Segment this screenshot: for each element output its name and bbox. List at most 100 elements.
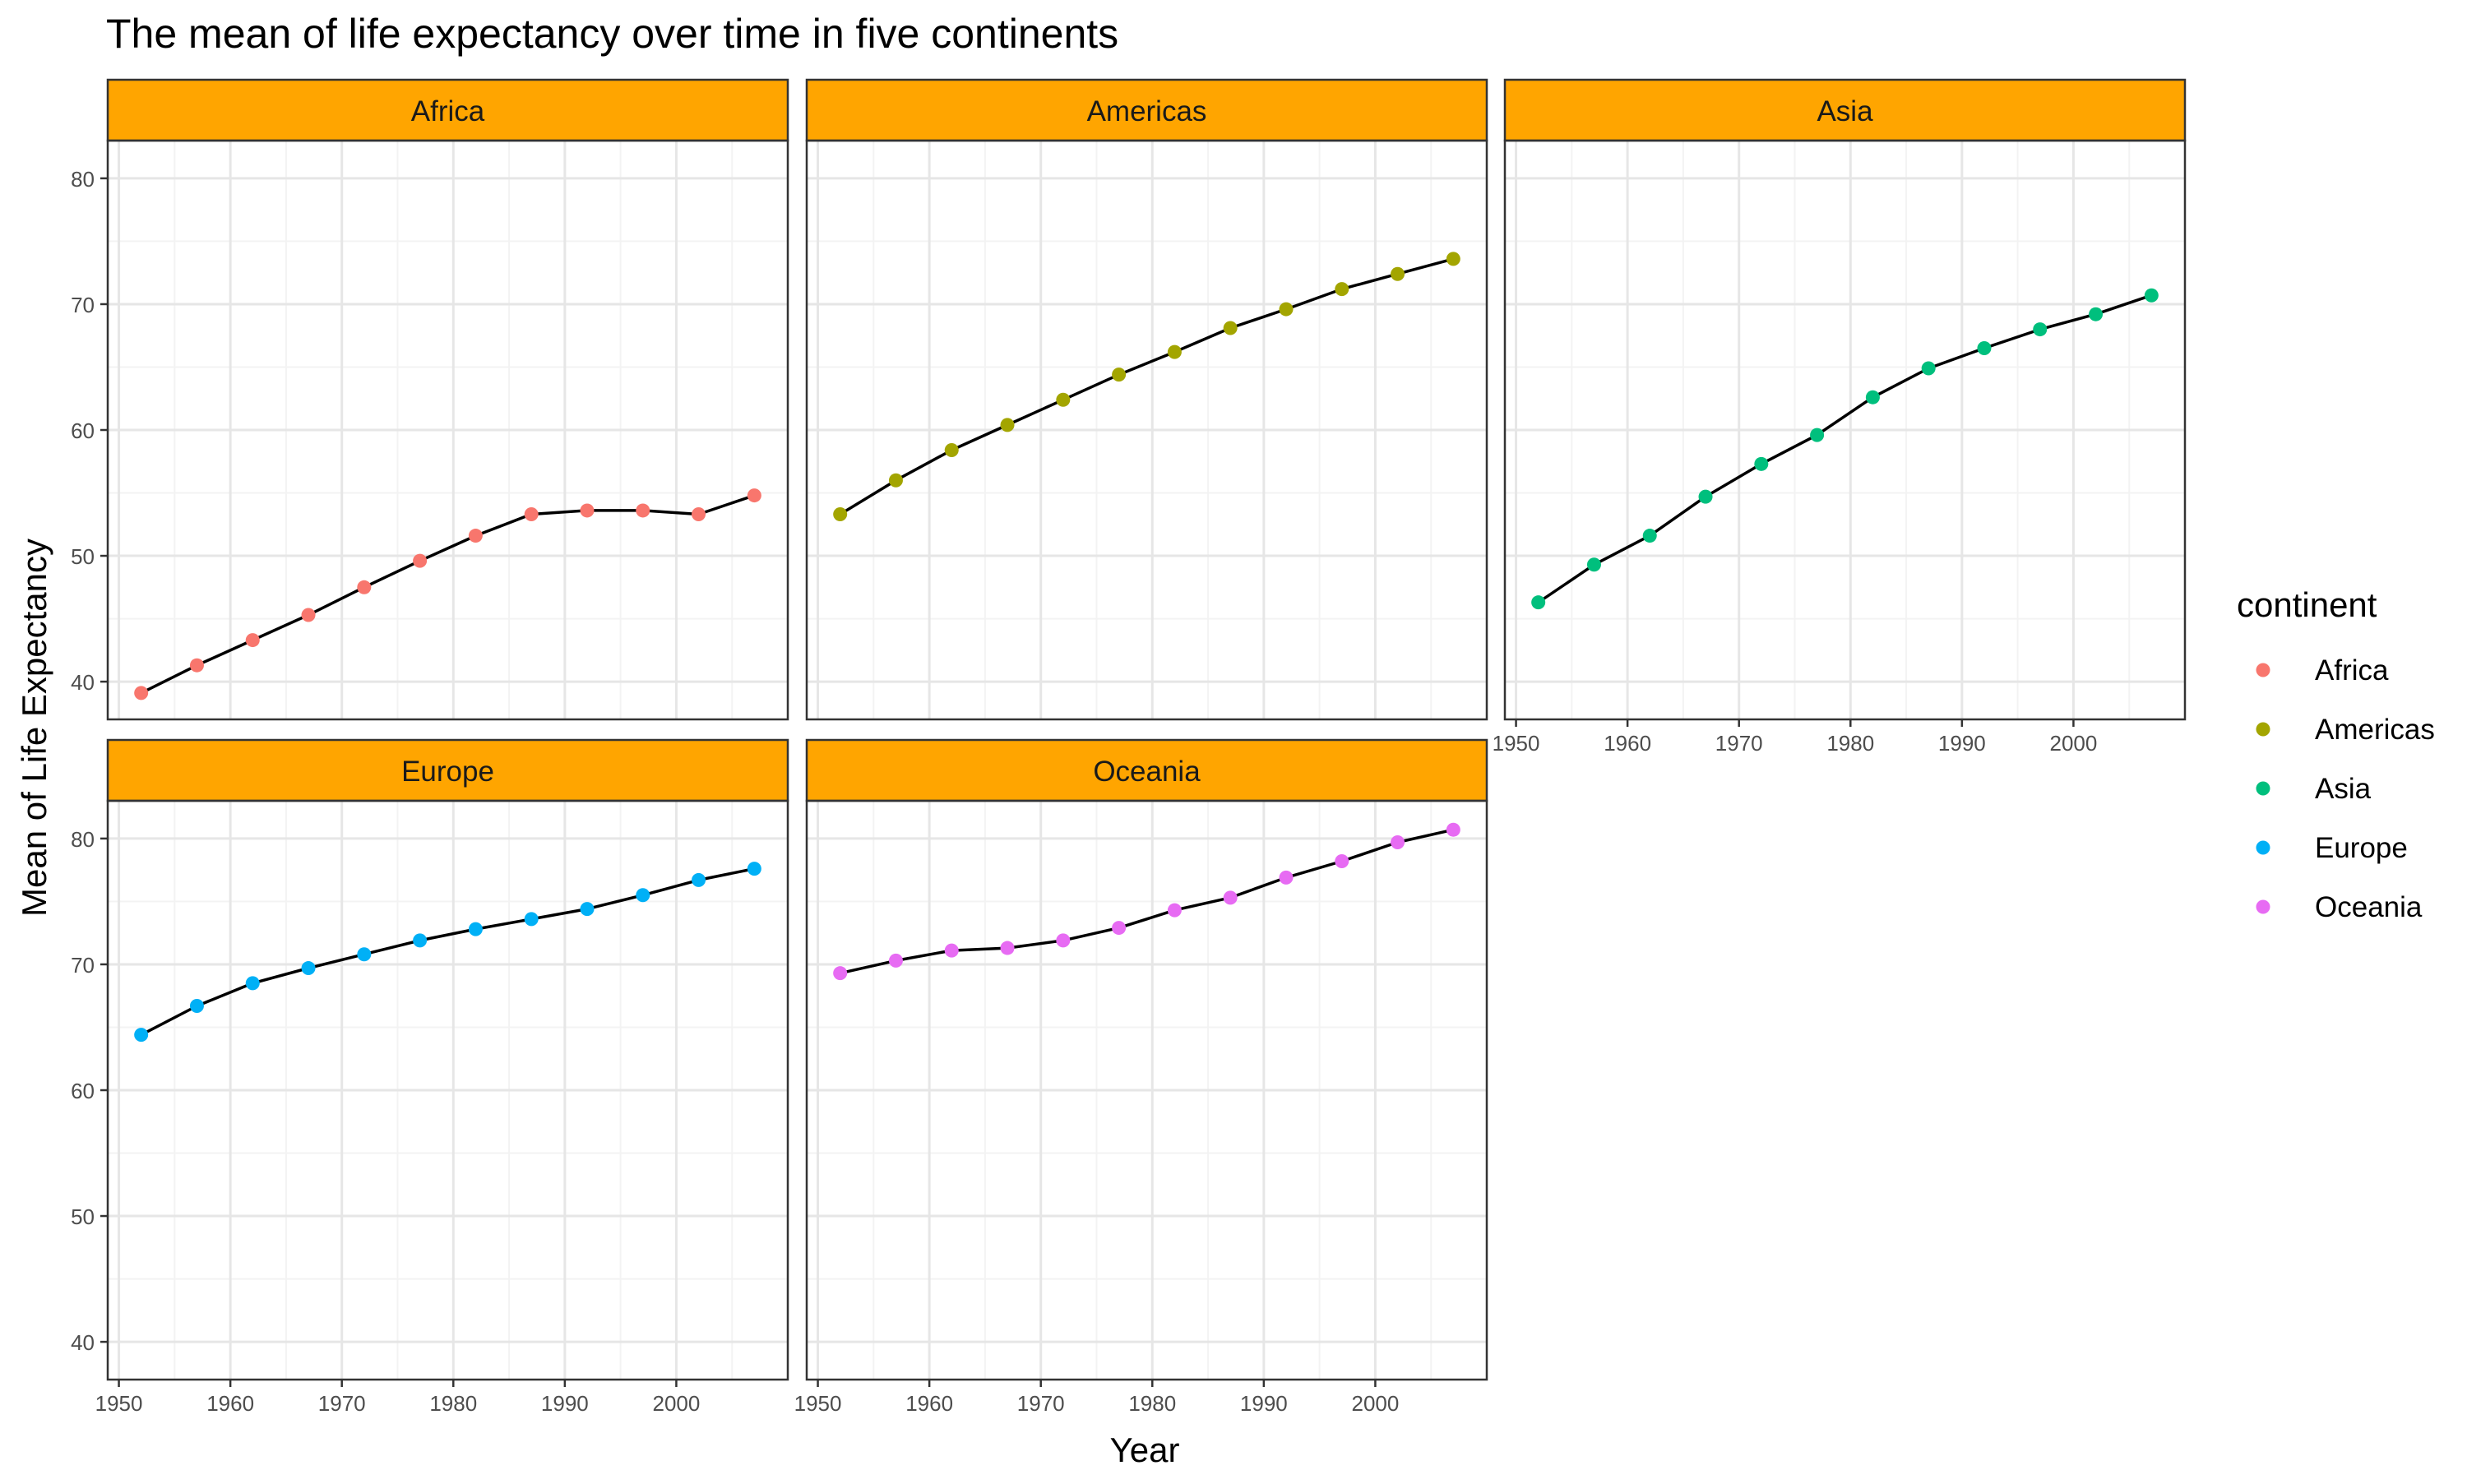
data-point-africa [692,507,706,522]
panel-border [805,799,1488,1381]
data-point-americas [944,442,959,457]
x-tick-label: 1970 [1017,1391,1065,1416]
chart-title: The mean of life expectancy over time in… [106,11,1118,57]
x-tick-label: 1980 [1826,731,1874,756]
data-point-americas [888,473,903,488]
legend-label: Oceania [2315,891,2423,923]
y-tick-label: 70 [71,293,95,317]
x-tick-label: 1950 [95,1391,143,1416]
data-point-europe [580,902,595,917]
panel-border [805,139,1488,721]
x-tick-label: 1950 [794,1391,842,1416]
data-point-africa [468,529,483,543]
facet-label: Americas [1087,95,1207,127]
x-tick-label: 1990 [1240,1391,1288,1416]
facet-strip [805,78,1488,142]
y-tick-label: 60 [71,1079,95,1103]
data-point-asia [2144,288,2159,303]
x-tick-label: 1990 [541,1391,589,1416]
data-point-asia [1865,390,1880,405]
data-point-asia [1754,456,1769,471]
series-line-americas [839,257,1454,515]
x-tick-label: 1960 [905,1391,953,1416]
series-line-europe [140,867,755,1037]
data-point-africa [357,580,372,594]
data-point-americas [1391,266,1405,281]
y-tick-label: 40 [71,1330,95,1355]
data-point-asia [1531,595,1546,610]
y-tick-label: 40 [71,670,95,695]
data-point-europe [692,872,706,887]
x-tick-label: 2000 [653,1391,701,1416]
x-tick-label: 1970 [318,1391,366,1416]
legend-key-americas [2256,722,2270,737]
data-point-asia [1642,529,1657,543]
legend-label: Africa [2315,654,2389,687]
data-point-oceania [1446,822,1460,837]
data-point-americas [1167,344,1182,359]
data-point-americas [1446,252,1460,266]
x-axis-label: Year [1110,1431,1180,1469]
data-point-oceania [1391,835,1405,850]
data-point-oceania [1112,921,1127,936]
data-point-asia [1586,557,1601,572]
data-point-americas [1056,392,1071,407]
data-point-europe [301,961,316,976]
facet-label: Asia [1817,95,1873,127]
series-line-asia [1537,294,2152,604]
legend-key-oceania [2256,899,2270,914]
data-point-americas [1279,302,1294,317]
legend-title: continent [2237,585,2377,624]
data-point-asia [1698,489,1713,504]
data-point-americas [1000,418,1015,432]
data-point-oceania [1000,941,1015,955]
data-point-africa [524,507,539,522]
facet-label: Europe [401,756,494,788]
data-point-europe [524,912,539,927]
data-point-oceania [833,966,848,981]
data-point-europe [636,888,650,903]
data-point-asia [2089,307,2104,321]
legend-key-asia [2256,781,2270,796]
data-point-europe [747,862,761,876]
data-point-asia [1977,341,1992,356]
x-tick-label: 1980 [1128,1391,1176,1416]
x-tick-label: 1970 [1715,731,1763,756]
y-tick-label: 50 [71,544,95,569]
y-tick-label: 70 [71,953,95,978]
x-tick-label: 1950 [1493,731,1540,756]
y-tick-label: 80 [71,827,95,852]
legend-label: Asia [2315,773,2372,805]
legend-label: Americas [2315,714,2435,746]
data-point-africa [636,503,650,518]
facet-label: Africa [411,95,485,127]
data-point-europe [134,1028,149,1042]
x-tick-label: 1980 [429,1391,477,1416]
data-point-oceania [1223,890,1238,905]
data-point-africa [413,553,428,568]
data-point-oceania [1335,853,1349,868]
data-point-americas [1112,368,1127,382]
x-tick-label: 1960 [1604,731,1651,756]
data-point-africa [580,503,595,518]
facet-strip [1503,78,2187,142]
data-point-oceania [888,953,903,968]
data-point-africa [245,633,260,648]
data-point-africa [189,658,204,673]
facet-strip [805,738,1488,802]
data-point-americas [1223,321,1238,335]
data-point-asia [2033,322,2048,337]
x-tick-label: 2000 [1352,1391,1400,1416]
x-tick-label: 1960 [206,1391,254,1416]
data-point-oceania [1167,903,1182,918]
data-point-asia [1810,428,1825,442]
facet-strip [106,738,789,802]
data-point-oceania [944,943,959,958]
data-point-europe [413,933,428,948]
y-tick-label: 80 [71,167,95,192]
data-point-europe [245,976,260,991]
data-point-asia [1921,361,1936,376]
series-line-africa [140,493,755,695]
data-point-africa [134,686,149,700]
data-point-americas [833,507,848,522]
